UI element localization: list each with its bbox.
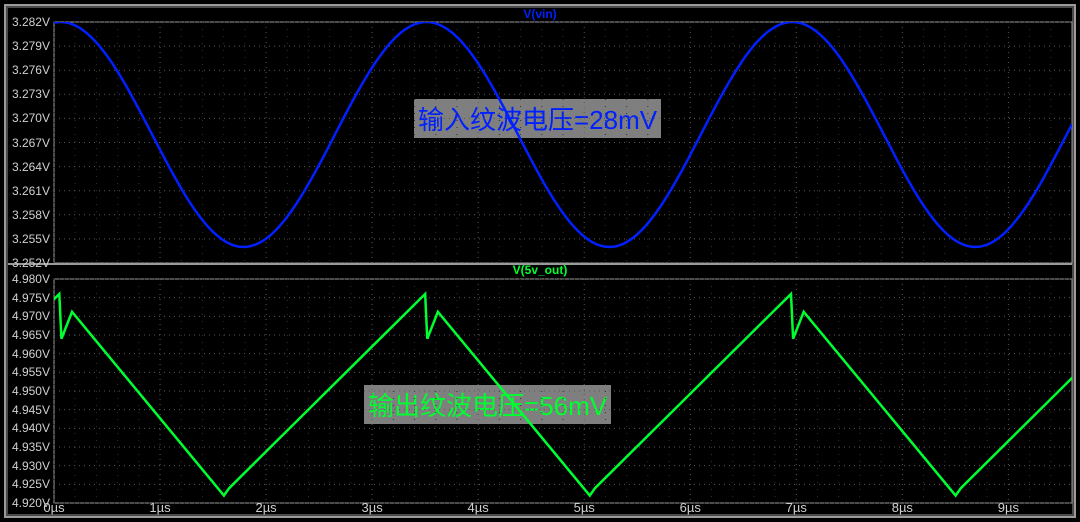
y-tick-label: 3.270V [10,111,50,125]
x-tick-label: 4µs [468,500,489,515]
y-tick-label: 4.980V [10,272,50,286]
y-tick-label: 3.255V [10,232,50,246]
x-tick-label: 3µs [362,500,383,515]
x-tick-label: 8µs [892,500,913,515]
y-tick-label: 3.276V [10,63,50,77]
y-tick-label: 4.930V [10,459,50,473]
x-tick-label: 0µs [43,500,64,515]
y-tick-label: 4.960V [10,347,50,361]
y-tick-label: 3.264V [10,160,50,174]
x-tick-label: 1µs [149,500,170,515]
x-tick-label: 6µs [680,500,701,515]
y-tick-label: 4.970V [10,309,50,323]
y-tick-label: 3.267V [10,136,50,150]
y-tick-label: 4.950V [10,384,50,398]
x-tick-label: 2µs [255,500,276,515]
y-tick-label: 4.965V [10,328,50,342]
x-tick-label: 9µs [998,500,1019,515]
y-tick-label: 3.261V [10,184,50,198]
y-tick-label: 4.975V [10,291,50,305]
y-tick-label: 3.258V [10,208,50,222]
x-tick-label: 5µs [574,500,595,515]
y-tick-label: 4.935V [10,440,50,454]
y-tick-label: 4.925V [10,477,50,491]
y-tick-label: 3.252V [10,256,50,270]
plot-canvas [4,4,1076,518]
y-tick-label: 4.955V [10,365,50,379]
oscilloscope-frame: V(vin) V(5v_out) 输入纹波电压=28mV 输出纹波电压=56mV… [4,4,1076,518]
y-tick-label: 4.940V [10,421,50,435]
y-tick-label: 3.273V [10,87,50,101]
y-tick-label: 4.945V [10,403,50,417]
y-tick-label: 3.279V [10,39,50,53]
x-tick-label: 7µs [786,500,807,515]
y-tick-label: 3.282V [10,15,50,29]
